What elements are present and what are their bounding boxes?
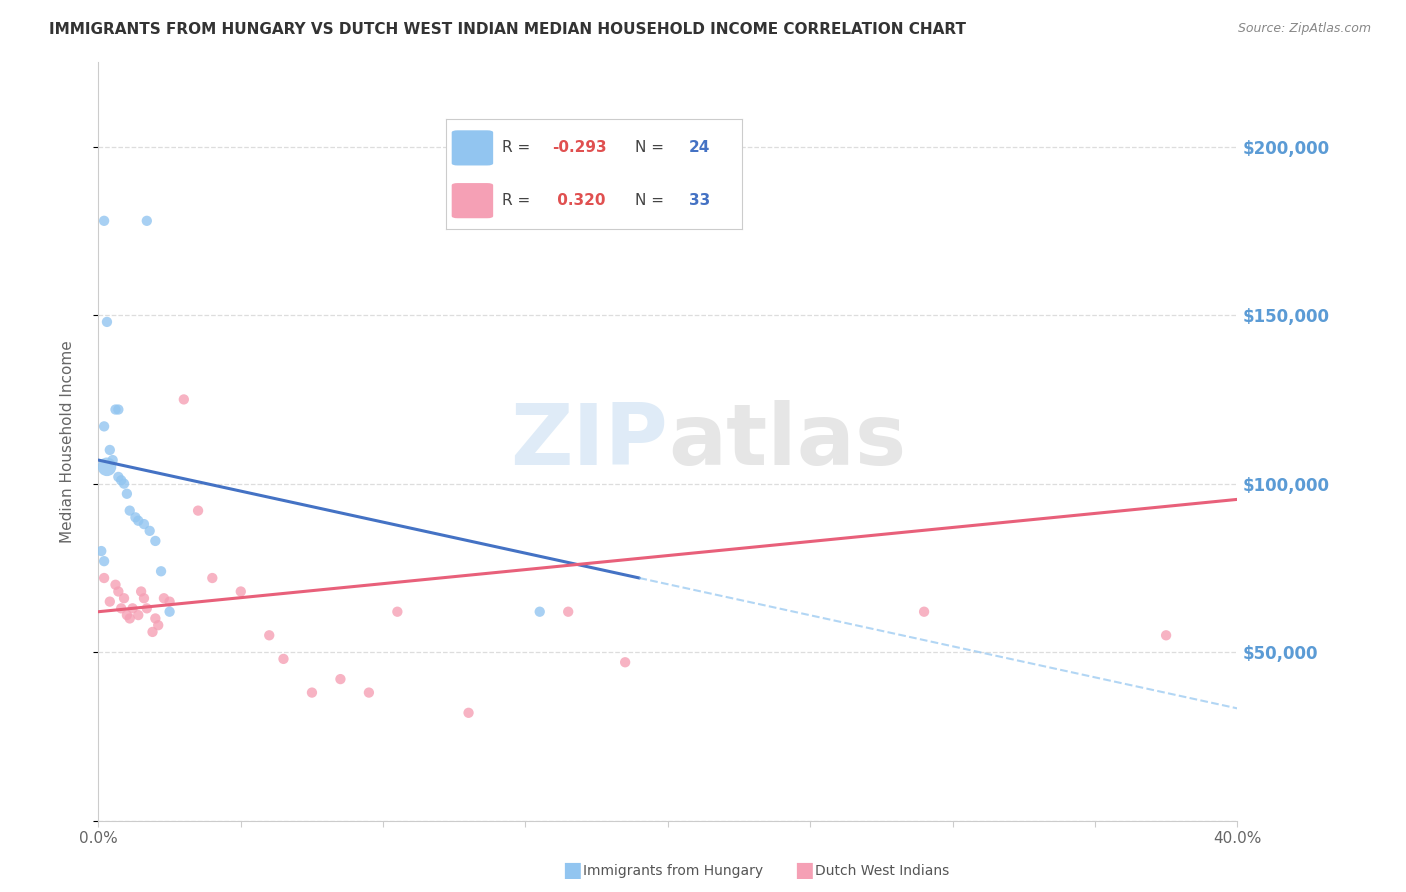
Point [614, 655, 637, 669]
Point [1154, 628, 1177, 642]
Point [145, 533, 167, 548]
Point [159, 594, 181, 608]
Text: Source: ZipAtlas.com: Source: ZipAtlas.com [1237, 22, 1371, 36]
Point [187, 503, 209, 517]
Point [135, 601, 157, 615]
Point [150, 564, 173, 578]
Text: Dutch West Indians: Dutch West Indians [815, 864, 949, 879]
Point [115, 608, 138, 623]
Point [104, 578, 127, 592]
Text: IMMIGRANTS FROM HUNGARY VS DUTCH WEST INDIAN MEDIAN HOUSEHOLD INCOME CORRELATION: IMMIGRANTS FROM HUNGARY VS DUTCH WEST IN… [49, 22, 966, 37]
Point [127, 514, 149, 528]
Point [118, 503, 141, 517]
Text: atlas: atlas [668, 400, 905, 483]
Point [93, 214, 115, 228]
Point [145, 611, 167, 625]
Point [557, 605, 579, 619]
Point [96, 315, 118, 329]
Point [201, 571, 224, 585]
Point [153, 591, 176, 606]
Point [301, 685, 323, 699]
Point [387, 605, 409, 619]
Point [148, 618, 170, 632]
Point [107, 402, 129, 417]
Point [96, 459, 118, 474]
Point [329, 672, 352, 686]
Point [115, 487, 138, 501]
Point [110, 473, 132, 487]
Point [118, 611, 141, 625]
Point [273, 652, 295, 666]
Point [121, 601, 143, 615]
Point [132, 517, 155, 532]
Point [357, 685, 380, 699]
Point [529, 605, 551, 619]
Point [110, 601, 132, 615]
Point [107, 470, 129, 484]
Point [457, 706, 479, 720]
Point [93, 554, 115, 568]
Point [159, 605, 181, 619]
Point [132, 591, 155, 606]
Point [98, 594, 121, 608]
Point [229, 584, 252, 599]
Point [98, 442, 121, 457]
Point [135, 214, 157, 228]
Text: ■: ■ [794, 860, 814, 880]
Point [112, 591, 135, 606]
Point [93, 419, 115, 434]
Point [129, 584, 152, 599]
Point [101, 453, 124, 467]
Y-axis label: Median Household Income: Median Household Income [60, 340, 75, 543]
Text: ■: ■ [562, 860, 582, 880]
Point [173, 392, 195, 407]
Point [259, 628, 281, 642]
Point [138, 524, 160, 538]
Point [127, 608, 149, 623]
Point [912, 605, 935, 619]
Point [104, 402, 127, 417]
Text: Immigrants from Hungary: Immigrants from Hungary [583, 864, 763, 879]
Point [124, 510, 146, 524]
Point [107, 584, 129, 599]
Point [112, 476, 135, 491]
Point [141, 624, 163, 639]
Point [90, 544, 112, 558]
Text: ZIP: ZIP [510, 400, 668, 483]
Point [93, 571, 115, 585]
